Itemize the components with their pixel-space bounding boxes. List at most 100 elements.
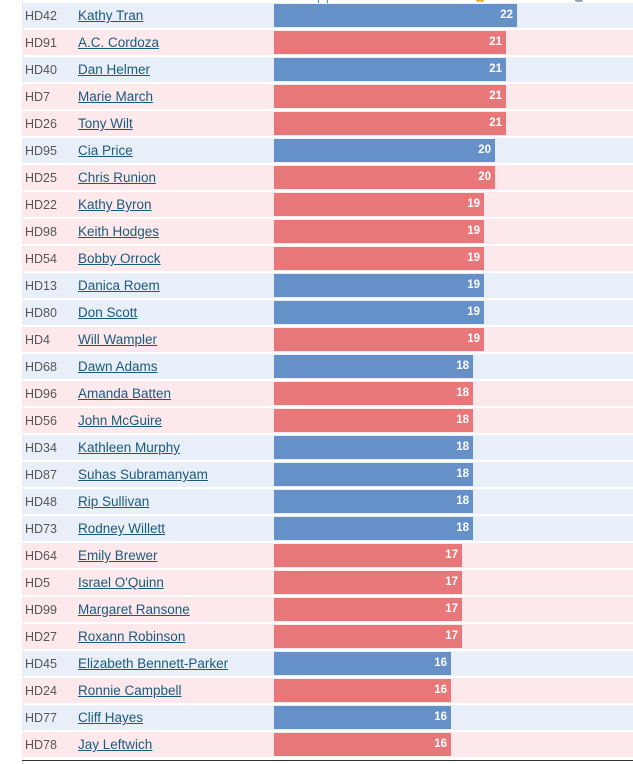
bar-value-label: 17 — [445, 603, 458, 615]
legislator-name-link[interactable]: John McGuire — [78, 413, 163, 428]
district-code: HD22 — [25, 198, 57, 212]
district-code: HD24 — [25, 684, 57, 698]
legislator-name-link[interactable]: Margaret Ransone — [78, 602, 190, 617]
bar-value-label: 19 — [467, 306, 480, 318]
bar: 19 — [274, 274, 484, 297]
legislator-name-link[interactable]: Danica Roem — [78, 278, 160, 293]
table-row: HD26 Tony Wilt 21 — [22, 111, 633, 137]
district-code: HD56 — [25, 414, 57, 428]
table-row: HD73 Rodney Willett 18 — [22, 516, 633, 542]
bar: 18 — [274, 463, 473, 486]
bar: 17 — [274, 571, 462, 594]
bar: 18 — [274, 382, 473, 405]
legislator-name-link[interactable]: Don Scott — [78, 305, 138, 320]
legislator-name-link[interactable]: Roxann Robinson — [78, 629, 186, 644]
bar: 19 — [274, 193, 484, 216]
legislator-name-link[interactable]: Jay Leftwich — [78, 737, 153, 752]
bar: 21 — [274, 112, 506, 135]
bar-value-label: 22 — [500, 9, 513, 21]
legislator-name-link[interactable]: Kathleen Murphy — [78, 440, 181, 455]
bar-value-label: 18 — [456, 360, 469, 372]
legislator-name-link[interactable]: Emily Brewer — [78, 548, 158, 563]
bar-value-label: 16 — [434, 657, 447, 669]
district-code: HD48 — [25, 495, 57, 509]
table-row: HD48 Rip Sullivan 18 — [22, 489, 633, 515]
bar: 18 — [274, 517, 473, 540]
bar: 19 — [274, 247, 484, 270]
district-code: HD26 — [25, 117, 57, 131]
table-row: HD96 Amanda Batten 18 — [22, 381, 633, 407]
bar: 22 — [274, 4, 517, 27]
district-code: HD78 — [25, 738, 57, 752]
district-code: HD99 — [25, 603, 57, 617]
table-row: HD99 Margaret Ransone 17 — [22, 597, 633, 623]
legislator-name-link[interactable]: Ronnie Campbell — [78, 683, 182, 698]
bar: 19 — [274, 220, 484, 243]
table-row: HD40 Dan Helmer 21 — [22, 57, 633, 83]
legislator-name-link[interactable]: Kathy Tran — [78, 8, 144, 23]
bar-value-label: 18 — [456, 441, 469, 453]
bar-value-label: 16 — [434, 711, 447, 723]
district-code: HD77 — [25, 711, 57, 725]
bar: 19 — [274, 328, 484, 351]
bar: 18 — [274, 409, 473, 432]
table-row: HD78 Jay Leftwich 16 — [22, 732, 633, 758]
district-code: HD5 — [25, 576, 51, 590]
legislator-name-link[interactable]: Bobby Orrock — [78, 251, 161, 266]
bar-value-label: 21 — [489, 63, 502, 75]
table-row: HD13 Danica Roem 19 — [22, 273, 633, 299]
legislator-name-link[interactable]: Keith Hodges — [78, 224, 160, 239]
table-row: HD45 Elizabeth Bennett-Parker 16 — [22, 651, 633, 677]
legislator-name-link[interactable]: Tony Wilt — [78, 116, 133, 131]
legislator-name-link[interactable]: Kathy Byron — [78, 197, 152, 212]
bar: 18 — [274, 436, 473, 459]
district-code: HD54 — [25, 252, 57, 266]
bar-value-label: 18 — [456, 387, 469, 399]
bar: 16 — [274, 706, 451, 729]
bar-value-label: 17 — [445, 630, 458, 642]
legislator-name-link[interactable]: Rodney Willett — [78, 521, 166, 536]
bar: 21 — [274, 85, 506, 108]
cropped-icon — [575, 0, 583, 2]
table-row: HD64 Emily Brewer 17 — [22, 543, 633, 569]
district-code: HD34 — [25, 441, 57, 455]
table-row: HD98 Keith Hodges 19 — [22, 219, 633, 245]
legislator-name-link[interactable]: Marie March — [78, 89, 154, 104]
table-row: HD68 Dawn Adams 18 — [22, 354, 633, 380]
legislator-name-link[interactable]: Dawn Adams — [78, 359, 158, 374]
bar-value-label: 19 — [467, 333, 480, 345]
bar-value-label: 18 — [456, 414, 469, 426]
district-code: HD27 — [25, 630, 57, 644]
table-row: HD4 Will Wampler 19 — [22, 327, 633, 353]
legislator-name-link[interactable]: Will Wampler — [78, 332, 157, 347]
bar-value-label: 20 — [478, 171, 491, 183]
legislator-name-link[interactable]: Dan Helmer — [78, 62, 151, 77]
bar-value-label: 17 — [445, 576, 458, 588]
district-code: HD80 — [25, 306, 57, 320]
legislator-name-link[interactable]: Elizabeth Bennett-Parker — [78, 656, 229, 671]
bar: 16 — [274, 679, 451, 702]
table-bottom-border — [22, 760, 633, 761]
table-row: HD24 Ronnie Campbell 16 — [22, 678, 633, 704]
bar-value-label: 19 — [467, 225, 480, 237]
bar: 18 — [274, 355, 473, 378]
bar: 16 — [274, 733, 451, 756]
bar-value-label: 18 — [456, 522, 469, 534]
bar-value-label: 16 — [434, 684, 447, 696]
legislator-name-link[interactable]: Cia Price — [78, 143, 133, 158]
legislator-name-link[interactable]: Israel O'Quinn — [78, 575, 164, 590]
bar: 16 — [274, 652, 451, 675]
bar-value-label: 21 — [489, 90, 502, 102]
bar-value-label: 18 — [456, 468, 469, 480]
district-code: HD7 — [25, 90, 51, 104]
legislator-name-link[interactable]: Rip Sullivan — [78, 494, 150, 509]
district-code: HD91 — [25, 36, 57, 50]
table-row: HD56 John McGuire 18 — [22, 408, 633, 434]
district-code: HD98 — [25, 225, 57, 239]
legislator-name-link[interactable]: Amanda Batten — [78, 386, 172, 401]
legislator-name-link[interactable]: Cliff Hayes — [78, 710, 144, 725]
legislator-name-link[interactable]: A.C. Cordoza — [78, 35, 160, 50]
district-code: HD45 — [25, 657, 57, 671]
legislator-name-link[interactable]: Chris Runion — [78, 170, 157, 185]
legislator-name-link[interactable]: Suhas Subramanyam — [78, 467, 208, 482]
